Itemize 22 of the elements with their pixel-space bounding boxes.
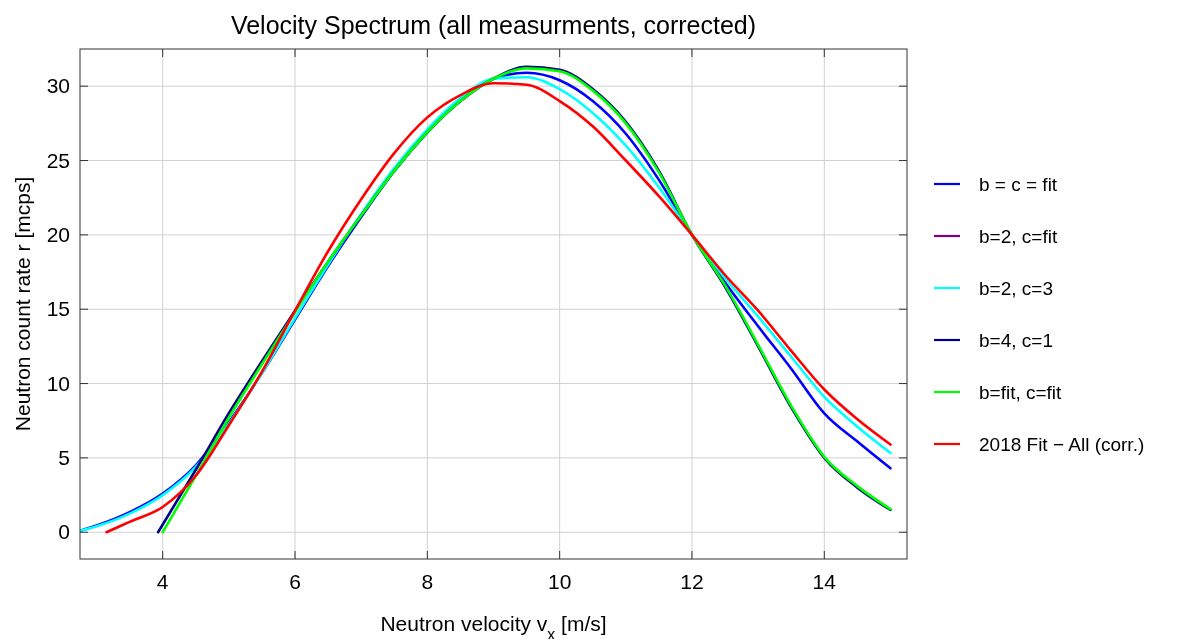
legend-label: b=fit, c=fit — [979, 382, 1063, 403]
x-tick-label: 10 — [547, 570, 572, 593]
y-tick-label: 10 — [46, 371, 70, 395]
x-axis-title: Neutron velocity v$_{x}$ [m/s] — [380, 612, 607, 639]
x-tick-label: 8 — [421, 570, 434, 593]
x-tick-label: 12 — [680, 570, 704, 593]
y-axis-title: Neutron count rate r [mcps] — [11, 176, 34, 432]
y-tick-label: 20 — [46, 222, 70, 246]
legend-label: b=2, c=fit — [979, 226, 1058, 247]
x-tick-label: 4 — [156, 570, 169, 593]
y-tick-label: 0 — [58, 520, 70, 544]
y-tick-label: 30 — [46, 74, 70, 98]
x-tick-label: 14 — [812, 570, 837, 593]
chart-title: Velocity Spectrum (all measurments, corrected) — [230, 11, 757, 39]
x-tick-label: 6 — [289, 570, 301, 593]
legend-label: b=4, c=1 — [979, 330, 1053, 351]
legend-label: b = c = fit — [979, 174, 1058, 195]
y-tick-label: 15 — [46, 297, 70, 321]
legend-label: 2018 Fit − All (corr.) — [979, 434, 1145, 455]
y-tick-label: 25 — [46, 148, 70, 172]
y-tick-label: 5 — [58, 445, 70, 469]
legend-label: b=2, c=3 — [979, 278, 1053, 299]
